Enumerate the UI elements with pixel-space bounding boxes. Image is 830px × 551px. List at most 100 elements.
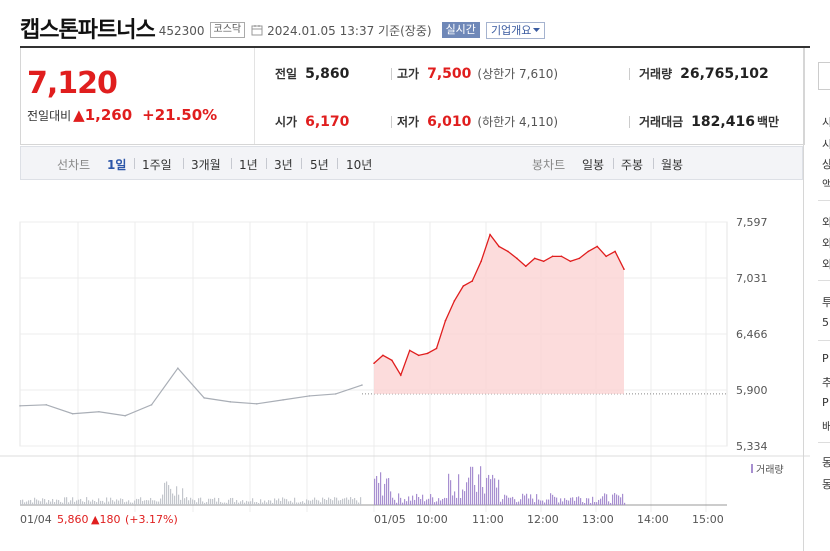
period-3m[interactable]: 3개월: [191, 158, 221, 172]
volume-bar: [594, 502, 596, 505]
divider: [183, 158, 184, 169]
volume-bar: [226, 502, 228, 505]
data-point: [435, 347, 438, 350]
data-point: [462, 285, 465, 287]
volume-bar: [592, 496, 594, 505]
volume-bar: [148, 500, 150, 505]
prev-day-date: 01/04: [20, 513, 52, 526]
quote-divider: [254, 48, 255, 144]
volume-value: 26,765,102: [680, 66, 769, 82]
volume-bar: [112, 500, 114, 505]
volume-bar: [406, 501, 408, 505]
company-overview-button[interactable]: 기업개요: [485, 21, 546, 39]
data-point: [177, 367, 179, 369]
period-3y[interactable]: 3년: [274, 158, 293, 172]
period-1y[interactable]: 1년: [239, 158, 258, 172]
volume-bar: [456, 497, 458, 505]
price-chart[interactable]: 7,597 7,031 6,466 5,900 5,334 01/05 10:00 11:0…: [0, 182, 810, 551]
volume-bar: [302, 501, 304, 505]
volume-bar: [322, 497, 324, 505]
volume-bar: [564, 498, 566, 505]
volume-bar: [588, 498, 590, 505]
volume-bar: [344, 498, 346, 505]
volume-bar: [578, 496, 580, 505]
realtime-button[interactable]: 실시간: [441, 22, 480, 38]
price-change: 전일대비 ▲1,260 +21.50%: [27, 106, 217, 124]
change-percent: +21.50%: [142, 106, 218, 124]
volume-bar: [214, 497, 216, 505]
volume-bar: [546, 499, 548, 505]
high-price: 고가 7,500 (상한가 7,610): [397, 65, 558, 82]
data-point: [334, 393, 337, 395]
volume-bar: [396, 502, 398, 505]
volume-bar: [358, 502, 360, 505]
volume-bar: [236, 500, 238, 505]
volume-bar: [434, 502, 436, 505]
current-price: 7,120: [27, 66, 118, 101]
volume-bar: [572, 497, 574, 505]
open-value: 6,170: [305, 114, 350, 130]
volume-bar: [282, 497, 284, 505]
data-point: [444, 319, 447, 322]
volume-bar: [422, 494, 424, 505]
data-point: [308, 395, 311, 397]
volume-bar: [446, 498, 448, 505]
period-10y[interactable]: 10년: [346, 158, 373, 172]
volume-bar: [248, 501, 250, 505]
data-point: [124, 414, 127, 417]
volume-bar: [448, 473, 450, 505]
volume-bar: [350, 497, 352, 505]
period-1w[interactable]: 1주일: [142, 158, 172, 172]
volume-bar: [474, 484, 476, 505]
volume-bar: [486, 477, 488, 505]
candle-weekly[interactable]: 주봉: [621, 158, 644, 172]
volume-bar: [180, 499, 182, 505]
volume-bar: [452, 495, 454, 505]
volume-bar: [468, 477, 470, 505]
period-5y[interactable]: 5년: [310, 158, 329, 172]
side-text: 5(: [822, 316, 830, 329]
volume-bar: [270, 500, 272, 505]
chart-period-bar: 선차트 1일 1주일 3개월 1년 3년 5년 10년 봉차트 일봉 주봉 월봉: [20, 146, 803, 180]
volume-bar: [576, 497, 578, 505]
volume-bar: [126, 501, 128, 505]
volume-bar: [384, 483, 386, 505]
volume-bar: [520, 499, 522, 505]
volume-bar: [42, 498, 44, 505]
volume-bar: [100, 500, 102, 505]
amount-label: 거래대금: [639, 115, 684, 129]
volume-bar: [342, 498, 344, 505]
volume-bar: [566, 499, 568, 505]
volume-bar: [176, 486, 178, 505]
volume-bar: [394, 499, 396, 505]
volume-bar: [496, 487, 498, 505]
volume-bar: [410, 500, 412, 505]
volume-legend: 거래량: [751, 464, 784, 476]
volume-bar: [114, 501, 116, 505]
period-1d[interactable]: 1일: [107, 158, 127, 172]
data-point: [614, 250, 616, 253]
data-point: [551, 255, 554, 258]
volume-bar: [600, 498, 602, 505]
volume-bar: [330, 498, 332, 505]
divider: [391, 116, 392, 128]
side-text: 상: [822, 158, 830, 171]
volume-bar: [462, 489, 464, 505]
volume-bar: [130, 502, 132, 505]
volume-bar: [390, 491, 392, 505]
candle-daily[interactable]: 일봉: [582, 158, 605, 172]
volume-bar: [320, 502, 322, 505]
series-today-area: [374, 234, 624, 394]
volume-bar: [92, 499, 94, 505]
data-point: [282, 399, 284, 401]
stock-header: 캡스톤파트너스 452300 코스닥 2024.01.05 13:37 기준(장…: [20, 10, 830, 46]
volume-bar: [488, 474, 490, 505]
volume-bar: [614, 493, 616, 505]
volume-bar: [202, 501, 204, 505]
volume-bar: [292, 502, 294, 505]
volume-bar: [596, 502, 598, 505]
candle-monthly[interactable]: 월봉: [661, 158, 684, 172]
volume-bar: [184, 498, 186, 505]
volume-bar: [166, 481, 168, 505]
side-text: P: [822, 396, 829, 409]
